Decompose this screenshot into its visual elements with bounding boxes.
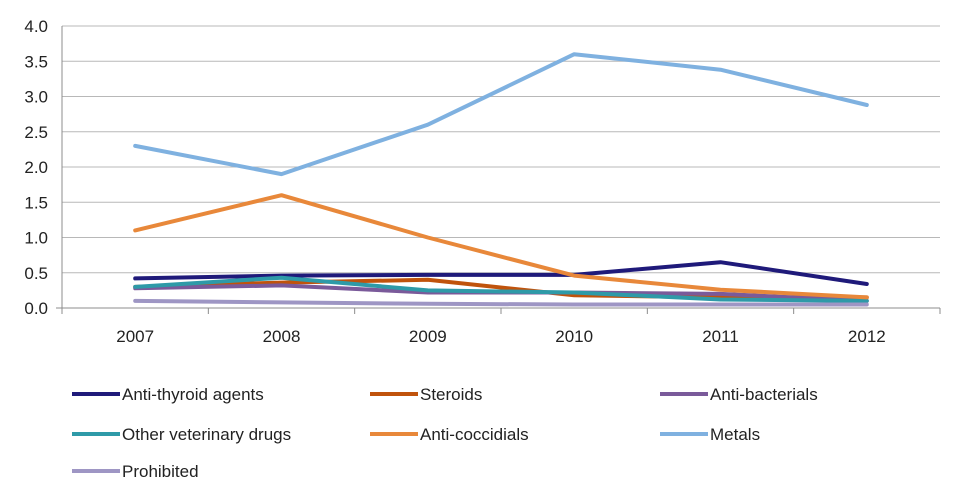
legend-label: Steroids bbox=[420, 385, 482, 404]
x-tick-label: 2008 bbox=[263, 327, 301, 346]
series-line-metals bbox=[133, 52, 869, 177]
series-line-steroids bbox=[133, 277, 869, 300]
series-lines bbox=[133, 52, 869, 307]
legend-label: Anti-bacterials bbox=[710, 385, 818, 404]
series-line-prohibited bbox=[133, 298, 869, 307]
y-tick-label: 3.0 bbox=[24, 88, 48, 107]
y-tick-label: 2.5 bbox=[24, 123, 48, 142]
legend-item: Metals bbox=[660, 425, 760, 444]
x-tick-label: 2010 bbox=[555, 327, 593, 346]
legend-label: Anti-coccidials bbox=[420, 425, 529, 444]
y-tick-label: 0.0 bbox=[24, 299, 48, 318]
y-tick-label: 1.0 bbox=[24, 229, 48, 248]
legend-item: Steroids bbox=[370, 385, 482, 404]
series-line-anti-thyroid-agents bbox=[133, 260, 869, 286]
legend-item: Anti-thyroid agents bbox=[72, 385, 264, 404]
legend-label: Metals bbox=[710, 425, 760, 444]
legend-label: Anti-thyroid agents bbox=[122, 385, 264, 404]
y-tick-label: 4.0 bbox=[24, 17, 48, 36]
legend-item: Anti-coccidials bbox=[370, 425, 529, 444]
gridlines bbox=[62, 25, 940, 274]
x-tick-label: 2007 bbox=[116, 327, 154, 346]
y-tick-labels: 0.0 0.5 1.0 1.5 2.0 2.5 3.0 3.5 4.0 bbox=[24, 17, 48, 318]
y-tick-label: 1.5 bbox=[24, 193, 48, 212]
x-tick-label: 2009 bbox=[409, 327, 447, 346]
x-tick-labels: 2007 2008 2009 2010 2011 2012 bbox=[116, 327, 885, 346]
legend-label: Prohibited bbox=[122, 462, 199, 479]
x-tick-label: 2011 bbox=[702, 327, 739, 346]
y-tick-label: 0.5 bbox=[24, 264, 48, 283]
legend-item: Other veterinary drugs bbox=[72, 425, 291, 444]
y-tick-label: 3.5 bbox=[24, 52, 48, 71]
legend: Anti-thyroid agents Steroids Anti-bacteria… bbox=[72, 385, 818, 479]
x-tick-label: 2012 bbox=[848, 327, 886, 346]
legend-item: Anti-bacterials bbox=[660, 385, 818, 404]
legend-item: Prohibited bbox=[72, 462, 199, 479]
legend-label: Other veterinary drugs bbox=[122, 425, 291, 444]
series-line-anti-coccidials bbox=[133, 193, 869, 300]
series-line-other-veterinary-drugs bbox=[133, 275, 869, 303]
axes bbox=[56, 26, 941, 314]
y-tick-label: 2.0 bbox=[24, 158, 48, 177]
